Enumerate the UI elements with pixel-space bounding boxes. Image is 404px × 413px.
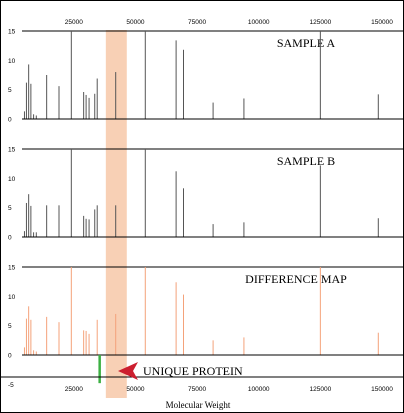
y-tick-label: 5 — [8, 323, 12, 330]
panel-sample-b: SAMPLE B 0 5 10 15 — [8, 147, 403, 242]
panel-title-sample-b: SAMPLE B — [277, 154, 335, 168]
y-tick-label: 15 — [8, 265, 16, 272]
y-tick-label: 5 — [8, 205, 12, 212]
y-tick-label: 0 — [8, 235, 12, 242]
bottom-x-tick-label: 100000 — [248, 386, 270, 393]
bottom-x-tick-labels: 25000 50000 75000 100000 125000 150000 — [65, 386, 393, 393]
y-tick-label: 15 — [8, 147, 16, 154]
red-arrow-icon — [118, 362, 138, 380]
bottom-x-tick-label: 25000 — [65, 386, 83, 393]
unique-protein-label: UNIQUE PROTEIN — [143, 364, 243, 378]
top-x-tick-labels: 25000 50000 75000 100000 125000 150000 — [65, 19, 393, 26]
panel-title-difference-map: DIFFERENCE MAP — [245, 272, 347, 286]
top-x-tick-label: 125000 — [310, 19, 332, 26]
y-tick-label: 0 — [8, 117, 12, 124]
y-tick-label: 15 — [8, 29, 16, 36]
bottom-x-tick-label: 150000 — [371, 386, 393, 393]
top-x-tick-label: 25000 — [65, 19, 83, 26]
top-x-tick-label: 150000 — [371, 19, 393, 26]
top-x-tick-label: 100000 — [248, 19, 270, 26]
y-tick-label: 10 — [8, 176, 16, 183]
panel-title-sample-a: SAMPLE A — [277, 36, 336, 50]
bottom-x-tick-label: 125000 — [310, 386, 332, 393]
y-tick-label: -5 — [8, 382, 14, 389]
bottom-x-tick-label: 75000 — [188, 386, 206, 393]
highlight-band — [105, 30, 127, 398]
y-tick-label: 10 — [8, 58, 16, 65]
panel-sample-a: SAMPLE A 0 5 10 15 — [8, 29, 403, 124]
x-axis-label: Molecular Weight — [166, 400, 231, 410]
y-tick-label: 0 — [8, 353, 12, 360]
panel-difference-map: DIFFERENCE MAP -5 0 5 10 15 — [8, 265, 403, 389]
top-x-tick-label: 75000 — [188, 19, 206, 26]
unique-protein-annotation: UNIQUE PROTEIN — [118, 362, 243, 380]
bottom-x-tick-label: 50000 — [126, 386, 144, 393]
y-tick-label: 10 — [8, 294, 16, 301]
top-x-tick-label: 50000 — [126, 19, 144, 26]
y-tick-label: 5 — [8, 87, 12, 94]
